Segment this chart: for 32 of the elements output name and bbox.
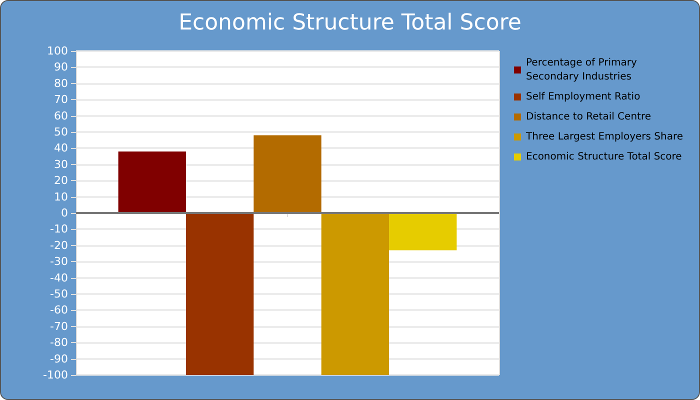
y-tick-label: -80 [50,336,68,350]
y-tick-label: 50 [54,126,68,138]
y-tick-label: 70 [54,93,68,106]
y-tick-label: 40 [54,142,68,155]
y-tick-label: 30 [54,158,68,171]
y-tick-label: -20 [50,238,68,252]
y-tick-label: -70 [50,320,68,333]
y-tick-label: -40 [50,271,68,284]
y-tick-label: 0 [61,206,68,220]
y-tick-label: 10 [54,190,68,204]
legend-label: Economic Structure Total Score [526,152,682,162]
y-tick-label: 60 [54,109,68,122]
y-tick-label: 80 [54,76,68,90]
y-tick-label: -60 [50,304,68,317]
y-tick-label: 20 [54,174,68,188]
y-tick-label: -100 [43,368,68,382]
bar [186,213,254,375]
y-tick-label: -10 [50,222,68,236]
legend-label: Distance to Retail Centre [526,112,651,122]
bar [254,135,322,213]
bar [118,151,186,213]
y-tick-label: -90 [50,352,68,366]
chart-title: Economic Structure Total Score [178,10,522,36]
y-tick-label: -30 [50,255,68,268]
y-tick-label: 100 [47,44,68,58]
y-tick-label: 90 [54,60,68,74]
legend-label: Self Employment Ratio [526,92,640,102]
bar [389,213,457,250]
legend-label: Three Largest Employers Share [525,132,683,142]
y-tick-label: -50 [50,288,68,300]
legend-label: Percentage of Primary Secondary Industries [526,58,640,82]
bar [321,213,390,375]
